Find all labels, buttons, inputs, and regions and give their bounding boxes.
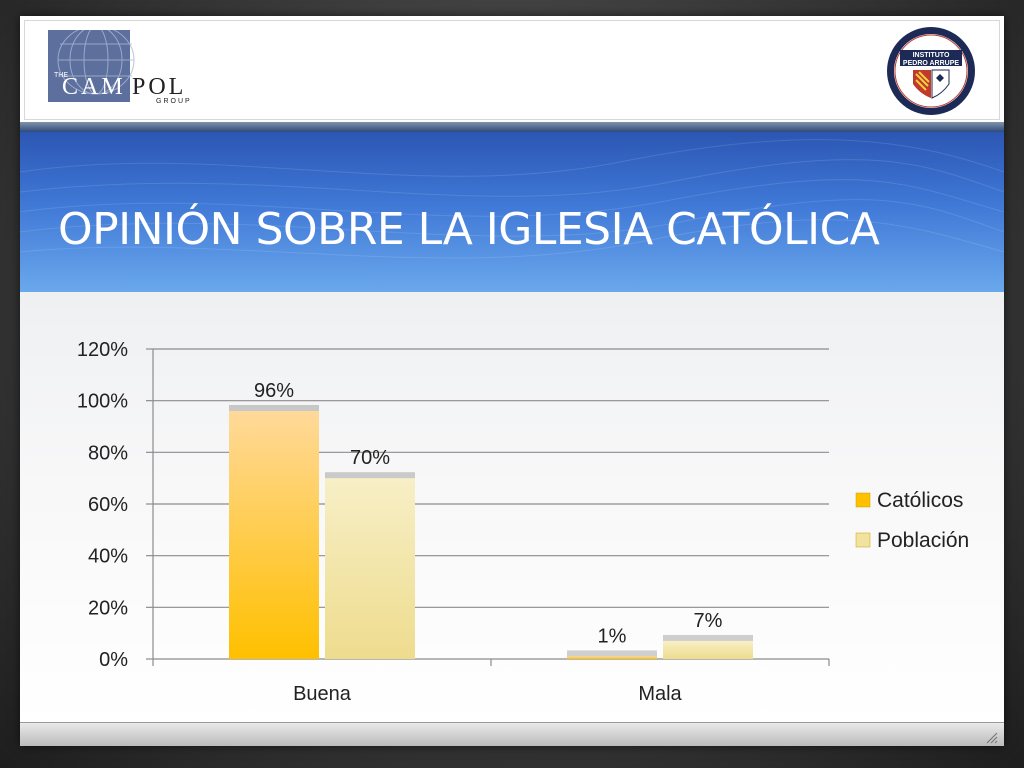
x-category-label: Buena	[293, 683, 352, 705]
legend-swatch	[855, 532, 871, 548]
x-category-label: Mala	[638, 683, 682, 705]
y-tick-label: 0%	[99, 649, 128, 671]
y-tick-label: 60%	[88, 494, 128, 516]
title-band: OPINIÓN SOBRE LA IGLESIA CATÓLICA	[20, 132, 1004, 292]
y-tick-label: 40%	[88, 546, 128, 568]
y-tick-label: 120%	[77, 339, 128, 361]
slide: THE CAM POL GROUP INSTITUTO PEDRO ARRUPE	[20, 16, 1004, 746]
data-label: 1%	[598, 625, 627, 647]
header-band: THE CAM POL GROUP INSTITUTO PEDRO ARRUPE	[20, 16, 1004, 123]
y-tick-label: 20%	[88, 597, 128, 619]
instituto-pedro-arrupe-seal: INSTITUTO PEDRO ARRUPE	[887, 27, 975, 115]
data-label: 7%	[694, 610, 723, 632]
bar-católicos-buena	[229, 411, 319, 659]
title-band-texture	[20, 139, 1004, 259]
resize-grip-icon	[986, 732, 998, 744]
chart-area: 0% 20% 40% 60% 80% 100% 120% 96% 70% Buena 1% 7% Mal…	[20, 292, 1004, 722]
header-frame	[24, 20, 1000, 120]
logo-sub-text: GROUP	[156, 98, 192, 105]
data-label: 70%	[350, 447, 390, 469]
y-tick-label: 100%	[77, 391, 128, 413]
bar-población-mala	[663, 640, 753, 659]
bar-católicos-mala	[567, 656, 657, 659]
slide-title: OPINIÓN SOBRE LA IGLESIA CATÓLICA	[58, 204, 880, 255]
data-label: 96%	[254, 380, 294, 402]
logo-name-b: POL	[132, 74, 186, 100]
bar-población-buena	[325, 478, 415, 659]
logo-small-text: THE	[54, 72, 68, 79]
legend-label: Población	[877, 529, 969, 552]
logo-name-a: CAM	[62, 74, 126, 100]
legend-swatch	[855, 492, 871, 508]
bar-chart: 0% 20% 40% 60% 80% 100% 120% 96% 70% Buena 1% 7% Mal…	[77, 339, 969, 705]
legend-label: Católicos	[877, 489, 963, 512]
header-divider	[20, 122, 1004, 132]
seal-line2: PEDRO ARRUPE	[903, 60, 959, 67]
y-tick-label: 80%	[88, 442, 128, 464]
campol-logo: THE CAM POL GROUP	[48, 30, 192, 105]
seal-line1: INSTITUTO	[913, 52, 950, 59]
footer-bar	[20, 722, 1004, 746]
bar-shadow	[567, 650, 657, 659]
